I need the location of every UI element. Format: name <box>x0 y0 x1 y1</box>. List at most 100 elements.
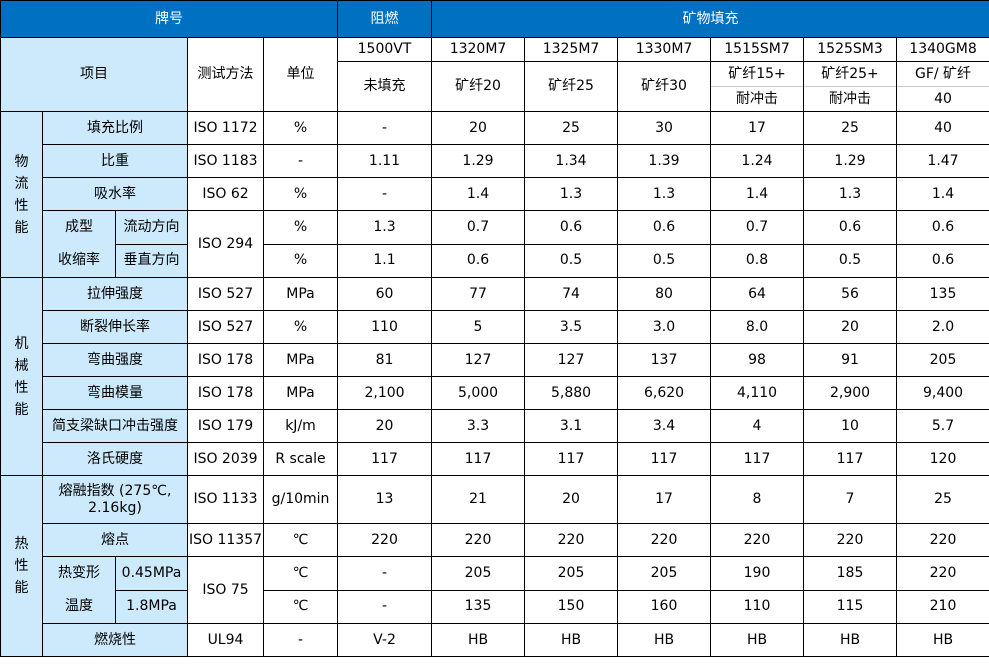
grade-code-row: 项目 测试方法 单位 1500VT 1320M7 1325M7 1330M7 1515S… <box>0 37 989 112</box>
grade-description-line: 耐冲击 <box>736 91 779 107</box>
value-cell: 1.24 <box>710 144 805 178</box>
grade-description: 矿纤15+ 耐冲击 <box>710 61 805 112</box>
test-method: ISO 294 <box>187 210 264 278</box>
grade-description: 矿纤25+ 耐冲击 <box>803 61 898 112</box>
value-cell: 4,110 <box>710 376 805 410</box>
property-label: 填充比例 <box>42 111 188 145</box>
value-cell: 110 <box>710 589 805 624</box>
property-condition: 垂直方向 <box>115 243 188 278</box>
value-cell: 220 <box>896 556 989 591</box>
property-label: 拉伸强度 <box>42 277 188 311</box>
brand-header: 牌号 <box>0 0 339 38</box>
value-cell: 25 <box>803 111 898 145</box>
test-method: ISO 527 <box>187 310 264 344</box>
value-cell: 1.4 <box>710 177 805 211</box>
value-cell: 135 <box>431 589 526 624</box>
value-cell: 117 <box>524 442 619 476</box>
mineral-filled-header: 矿物填充 <box>431 0 989 38</box>
unit: % <box>262 243 339 278</box>
value-cell: 3.3 <box>431 409 526 443</box>
property-group-cell: 热性能 <box>0 475 43 657</box>
grade-description-line: 未填充 <box>363 78 406 94</box>
value-cell: 220 <box>896 523 989 557</box>
property-label: 吸水率 <box>42 177 188 211</box>
value-cell: 190 <box>710 556 805 591</box>
value-cell: 0.7 <box>710 210 805 245</box>
value-cell: 1.3 <box>617 177 712 211</box>
value-cell: 117 <box>710 442 805 476</box>
table-row: 弯曲强度 ISO 178 MPa 81 127 127 137 98 91 205 <box>1 343 989 377</box>
table-row: 燃烧性 UL94- V-2 HB HB HB HB HB HB <box>1 623 989 657</box>
value-cell: 220 <box>710 523 805 557</box>
grade-description-line: 矿纤30 <box>641 78 687 94</box>
test-method: UL94 <box>187 623 264 657</box>
value-cell: 0.6 <box>896 210 989 245</box>
value-cell: HB <box>524 623 619 657</box>
grade-description-line: 矿纤20 <box>455 78 501 94</box>
grade-description-line: 矿纤15+ <box>711 63 803 87</box>
test-method: ISO 527 <box>187 277 264 311</box>
value-cell: 5.7 <box>896 409 989 443</box>
value-cell: 117 <box>617 442 712 476</box>
property-label: 简支梁缺口冲击强度 <box>42 409 188 443</box>
value-cell: 2.0 <box>896 310 989 344</box>
value-cell: 110 <box>337 310 433 344</box>
grade-description: GF/ 矿纤 40 <box>896 61 989 112</box>
value-cell: 0.5 <box>617 243 712 278</box>
value-cell: 205 <box>524 556 619 591</box>
table-row: 断裂伸长率 ISO 527% 110 5 3.5 3.0 8.0 20 2.0 <box>1 310 989 344</box>
test-method: ISO 11357 <box>187 523 264 557</box>
value-cell: 25 <box>524 111 619 145</box>
value-cell: 120 <box>896 442 989 476</box>
value-cell: 20 <box>803 310 898 344</box>
value-cell: 17 <box>710 111 805 145</box>
unit: MPa <box>262 376 339 410</box>
value-cell: 0.6 <box>617 210 712 245</box>
value-cell: 1.3 <box>524 177 619 211</box>
table-row: 热性能 熔融指数 (275℃, 2.16kg) ISO 1133 g/10min 13 2… <box>0 475 989 657</box>
value-cell: 220 <box>524 523 619 557</box>
value-cell: - <box>337 589 433 624</box>
property-label: 熔融指数 (275℃, 2.16kg) <box>42 475 188 524</box>
test-method: ISO 1133 <box>187 475 264 524</box>
value-cell: 117 <box>803 442 898 476</box>
property-label: 燃烧性 <box>42 623 188 657</box>
property-group-label: 物流性能 <box>14 153 29 236</box>
property-label: 热变形 温度 <box>42 556 116 624</box>
grade-description: 未填充 <box>337 61 433 112</box>
grade-code: 1320M7 <box>431 37 526 62</box>
grade-desc-row: 未填充 矿纤20 矿纤25 矿纤30 矿纤15+ 耐冲击 矿纤25+ 耐冲击 GF/ 矿纤 40 <box>1 61 989 112</box>
value-cell: 1.39 <box>617 144 712 178</box>
value-cell: 21 <box>431 475 526 524</box>
value-cell: 1.4 <box>431 177 526 211</box>
value-cell: 210 <box>896 589 989 624</box>
value-cell: 1.34 <box>524 144 619 178</box>
value-cell: 6,620 <box>617 376 712 410</box>
table-row: 机械性能 拉伸强度 ISO 527 MPa 60 77 74 80 64 56 135 <box>0 277 989 476</box>
value-cell: 81 <box>337 343 433 377</box>
item-header: 项目 <box>0 37 188 112</box>
grade-code: 1500VT <box>337 37 433 62</box>
value-cell: - <box>337 111 433 145</box>
grade-code: 1515SM7 <box>710 37 805 62</box>
value-cell: 17 <box>617 475 712 524</box>
value-cell: 8.0 <box>710 310 805 344</box>
value-cell: 117 <box>337 442 433 476</box>
table-row: 成型 收缩率 流动方向 ISO 294% 1.3 0.7 0.6 0.6 0.7 0.6 0.6 <box>1 210 989 278</box>
value-cell: 220 <box>617 523 712 557</box>
value-cell: 127 <box>431 343 526 377</box>
value-cell: 205 <box>896 343 989 377</box>
value-cell: 10 <box>803 409 898 443</box>
value-cell: 1.3 <box>803 177 898 211</box>
test-method: ISO 178 <box>187 343 264 377</box>
value-cell: 98 <box>710 343 805 377</box>
value-cell: 220 <box>431 523 526 557</box>
value-cell: HB <box>896 623 989 657</box>
value-cell: 0.6 <box>896 243 989 278</box>
test-method: ISO 178 <box>187 376 264 410</box>
property-label: 熔点 <box>42 523 188 557</box>
value-cell: 117 <box>431 442 526 476</box>
value-cell: 1.3 <box>337 210 433 245</box>
value-cell: 3.0 <box>617 310 712 344</box>
value-cell: 137 <box>617 343 712 377</box>
